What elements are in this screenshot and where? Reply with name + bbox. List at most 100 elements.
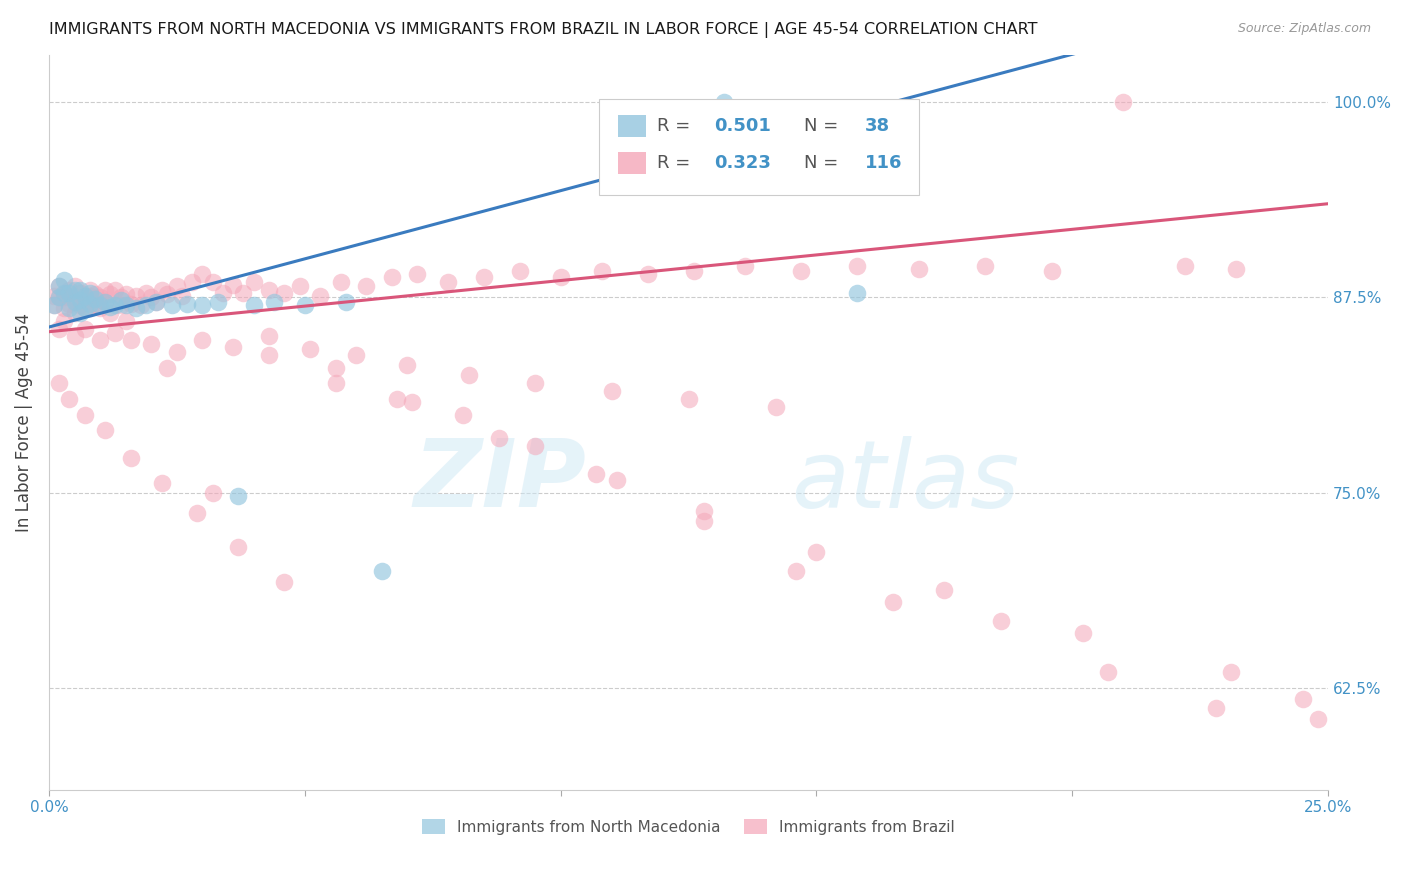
Point xyxy=(53,285,76,300)
Point xyxy=(79,301,101,316)
Point xyxy=(73,301,96,316)
Point xyxy=(114,314,136,328)
Point xyxy=(1225,262,1247,277)
Point xyxy=(94,283,117,297)
Point xyxy=(585,467,607,481)
Point xyxy=(156,287,179,301)
Text: N =: N = xyxy=(804,118,844,136)
Point xyxy=(58,296,80,310)
Point xyxy=(207,295,229,310)
Point xyxy=(166,279,188,293)
Point xyxy=(100,287,122,301)
Point xyxy=(273,574,295,589)
Point xyxy=(79,283,101,297)
Point xyxy=(79,296,101,310)
Point xyxy=(135,285,157,300)
Bar xyxy=(619,115,647,137)
Point xyxy=(58,283,80,297)
Point xyxy=(1291,692,1313,706)
Point xyxy=(263,295,285,310)
Point xyxy=(191,267,214,281)
Point xyxy=(934,582,956,597)
Point xyxy=(145,295,167,310)
Point xyxy=(53,290,76,304)
Point xyxy=(693,514,716,528)
Point xyxy=(242,298,264,312)
Point xyxy=(257,283,280,297)
Point xyxy=(110,293,132,308)
Point xyxy=(125,301,148,316)
Point xyxy=(73,321,96,335)
Point xyxy=(1097,665,1119,680)
Point xyxy=(53,301,76,316)
Point xyxy=(89,301,111,316)
Point xyxy=(201,485,224,500)
Point xyxy=(63,279,86,293)
Text: 0.501: 0.501 xyxy=(714,118,770,136)
Point xyxy=(186,506,208,520)
Point xyxy=(191,333,214,347)
Point xyxy=(974,259,997,273)
Point xyxy=(232,285,254,300)
Point xyxy=(114,298,136,312)
Point xyxy=(166,345,188,359)
Point xyxy=(89,333,111,347)
Point xyxy=(288,279,311,293)
Point xyxy=(120,333,142,347)
Point xyxy=(201,275,224,289)
Point xyxy=(678,392,700,406)
Point xyxy=(94,423,117,437)
Point xyxy=(550,270,572,285)
Point xyxy=(457,368,479,383)
Point xyxy=(273,285,295,300)
Point xyxy=(73,301,96,316)
Point xyxy=(524,376,547,391)
Text: 0.323: 0.323 xyxy=(714,154,770,172)
Point xyxy=(1071,626,1094,640)
Point xyxy=(606,473,628,487)
Point xyxy=(58,392,80,406)
Point xyxy=(63,329,86,343)
Point xyxy=(600,384,623,398)
Point xyxy=(110,298,132,312)
Point xyxy=(73,408,96,422)
Point xyxy=(58,301,80,316)
Point xyxy=(150,476,173,491)
Point xyxy=(806,545,828,559)
Point xyxy=(100,306,122,320)
Point xyxy=(79,289,101,303)
Point xyxy=(344,348,367,362)
Point xyxy=(191,298,214,312)
Point xyxy=(125,289,148,303)
Text: R =: R = xyxy=(657,154,696,172)
Point xyxy=(63,283,86,297)
Point xyxy=(1306,712,1329,726)
Point xyxy=(385,392,408,406)
Point xyxy=(325,376,347,391)
Point xyxy=(472,270,495,285)
Point xyxy=(69,298,91,312)
Point xyxy=(734,259,756,273)
Point xyxy=(48,290,70,304)
FancyBboxPatch shape xyxy=(599,99,918,194)
Point xyxy=(309,289,332,303)
Point xyxy=(257,329,280,343)
Text: atlas: atlas xyxy=(792,435,1019,526)
Point xyxy=(84,287,107,301)
Y-axis label: In Labor Force | Age 45-54: In Labor Force | Age 45-54 xyxy=(15,313,32,532)
Point xyxy=(401,395,423,409)
Point xyxy=(63,295,86,310)
Point xyxy=(141,290,163,304)
Point xyxy=(713,95,735,109)
Point xyxy=(222,340,245,354)
Point xyxy=(48,376,70,391)
Point xyxy=(73,289,96,303)
Point xyxy=(846,285,869,300)
Point xyxy=(882,595,904,609)
Point xyxy=(94,295,117,310)
Point xyxy=(765,400,787,414)
Point xyxy=(114,287,136,301)
Legend: Immigrants from North Macedonia, Immigrants from Brazil: Immigrants from North Macedonia, Immigra… xyxy=(416,813,960,840)
Point xyxy=(48,290,70,304)
Point xyxy=(48,321,70,335)
